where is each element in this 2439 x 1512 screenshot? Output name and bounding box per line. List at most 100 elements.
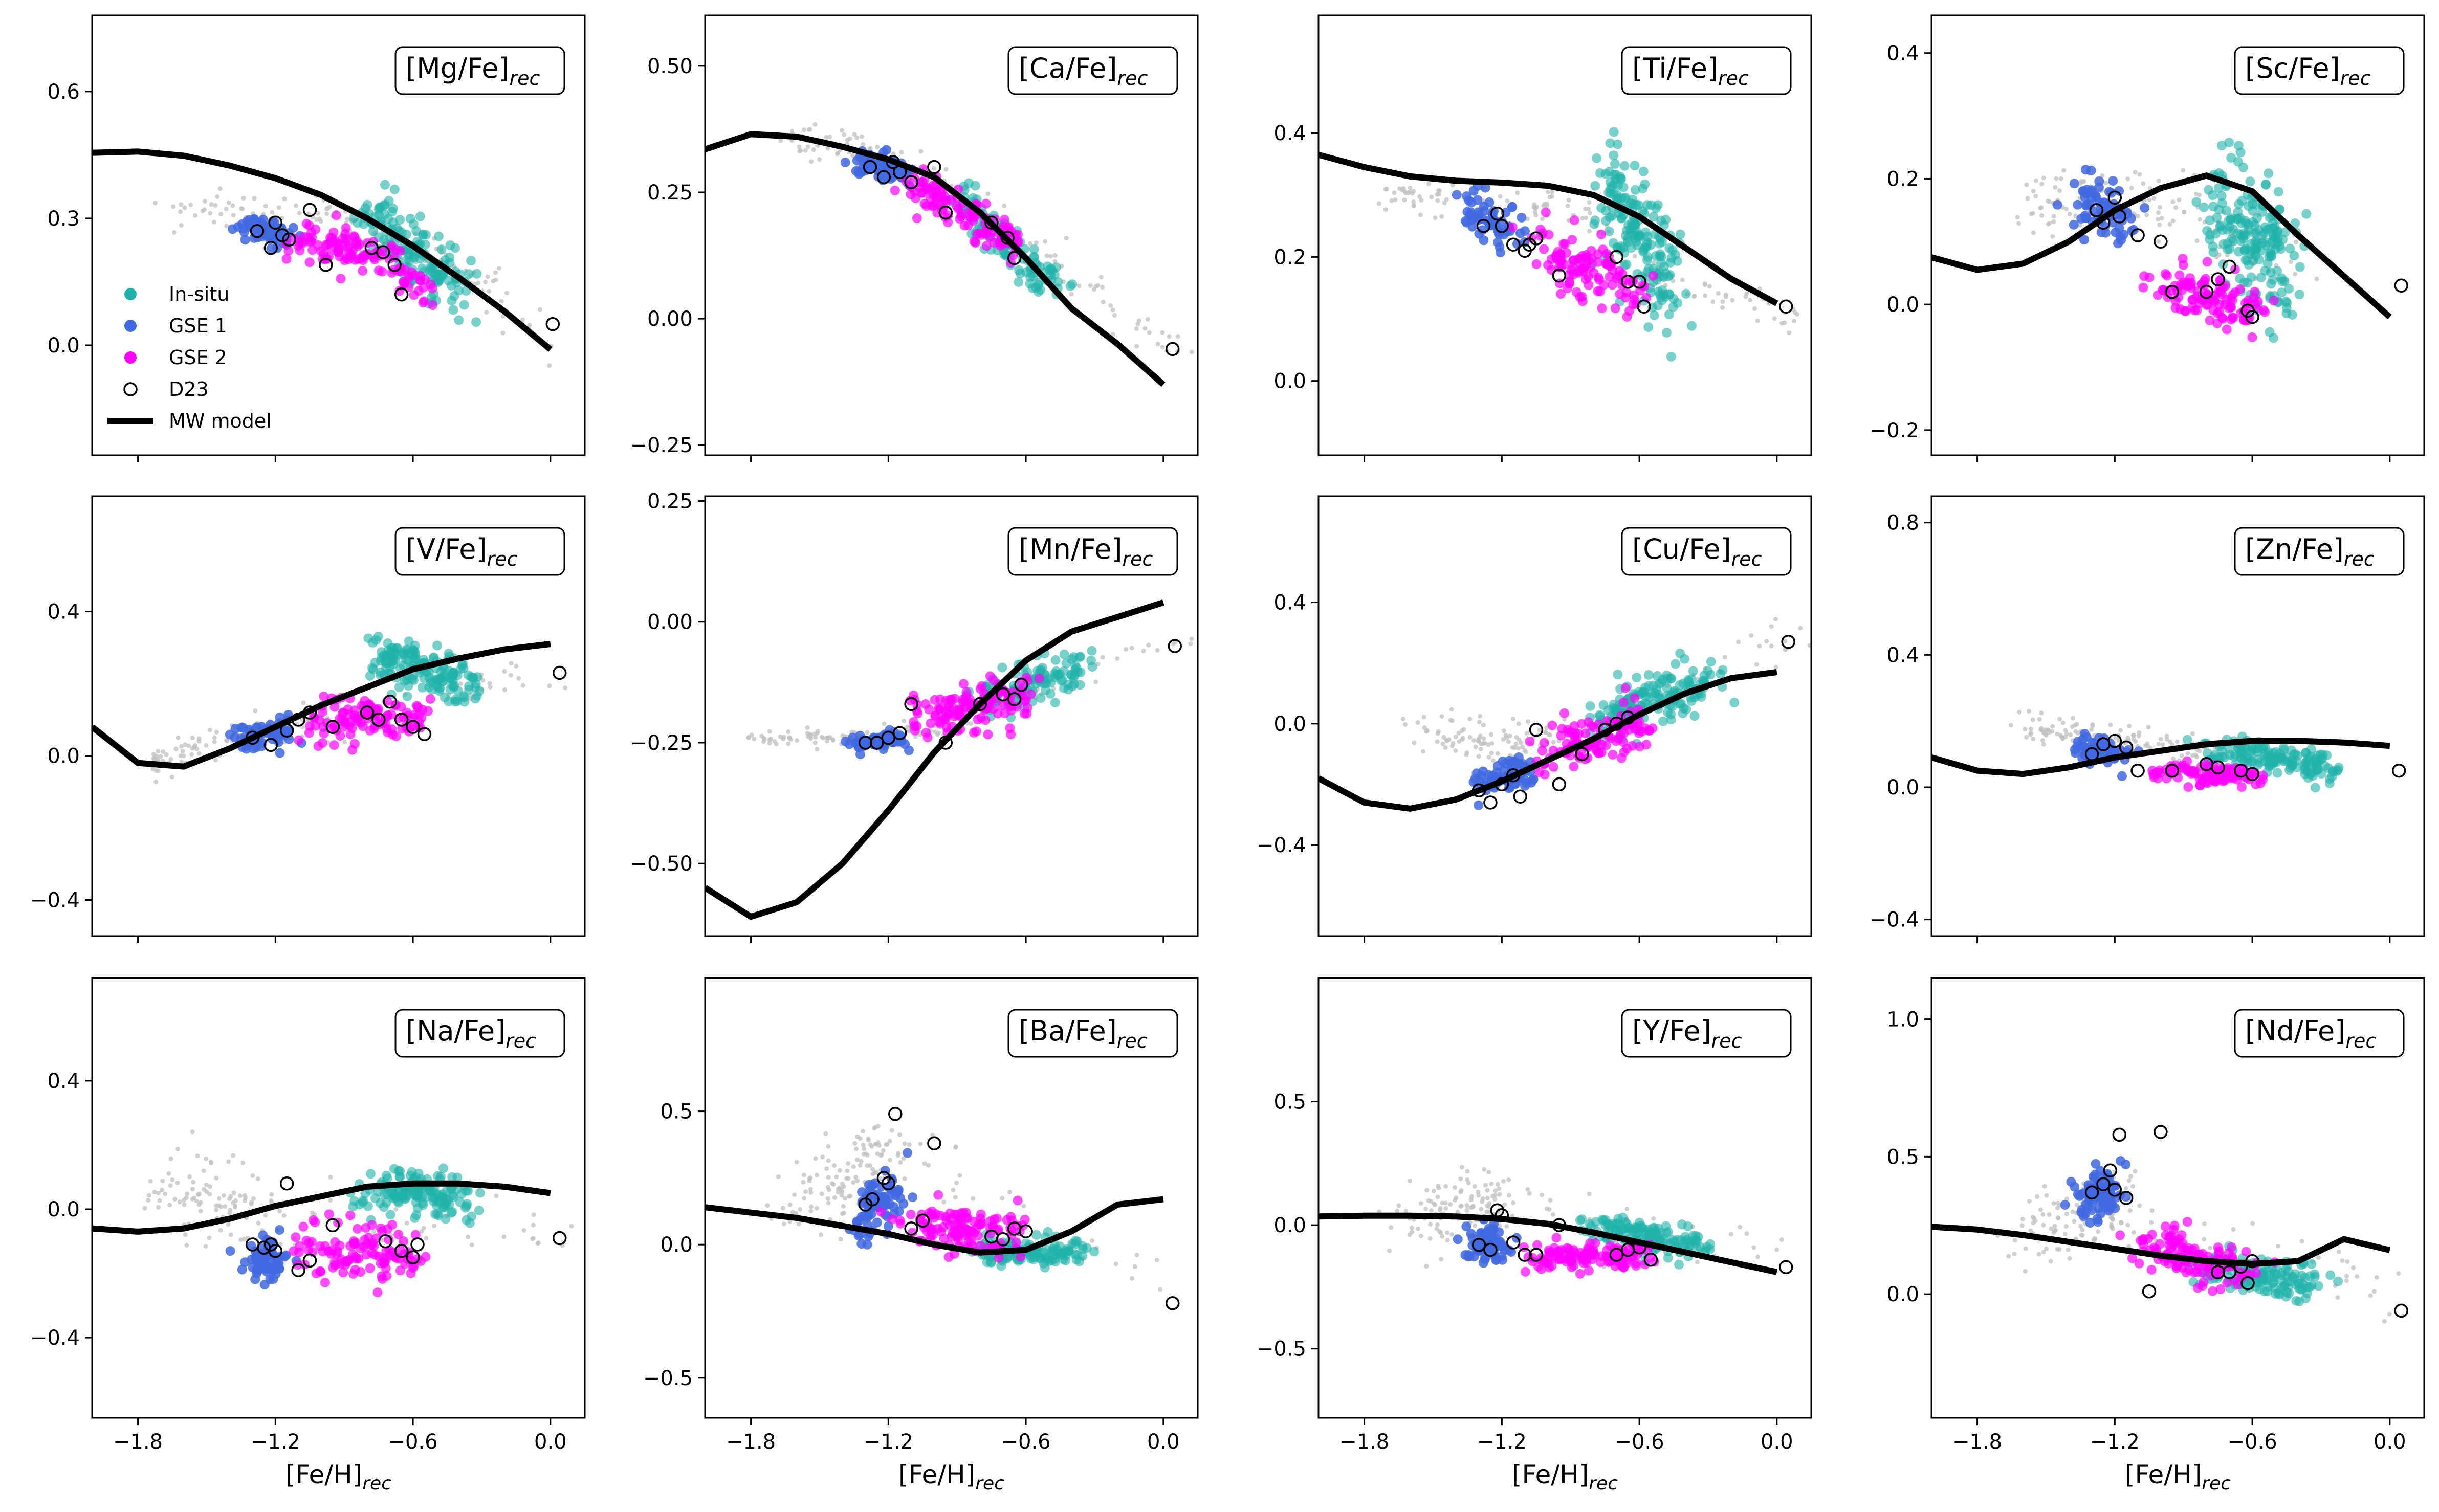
gse2-point	[1022, 703, 1032, 713]
background-point	[531, 1212, 536, 1217]
insitu-point	[1616, 213, 1627, 224]
gse2-point	[1034, 674, 1044, 683]
background-point	[792, 1192, 797, 1197]
background-point	[1426, 181, 1431, 186]
d23-point	[2119, 740, 2134, 755]
background-point	[1450, 743, 1455, 748]
gse2-point	[338, 707, 348, 718]
y-tick-label: 0.4	[1886, 643, 1919, 667]
background-point	[855, 1178, 860, 1183]
background-point	[1512, 745, 1518, 750]
background-point	[2028, 726, 2033, 731]
background-point	[906, 728, 911, 733]
insitu-point	[1655, 249, 1665, 259]
insitu-point	[997, 662, 1007, 673]
title-subscript: rec	[2344, 548, 2375, 570]
d23-point	[1529, 722, 1544, 737]
insitu-point	[2310, 783, 2320, 793]
background-point	[971, 1196, 976, 1201]
background-point	[2064, 206, 2069, 211]
background-point	[318, 219, 323, 224]
gse2-point	[340, 718, 350, 728]
gse2-point	[393, 1230, 404, 1239]
gse2-point	[366, 1240, 377, 1250]
background-point	[156, 1190, 161, 1195]
gse1-point	[2080, 211, 2090, 221]
background-point	[1456, 730, 1461, 736]
d23-point	[417, 727, 432, 741]
background-point	[1477, 720, 1482, 725]
gse1-point	[2081, 732, 2092, 742]
gse2-point	[966, 1237, 976, 1247]
background-point	[255, 1176, 260, 1181]
insitu-point	[2208, 247, 2218, 257]
gse2-point	[324, 1209, 334, 1219]
background-point	[882, 721, 887, 726]
y-tick-label: 0.0	[47, 334, 80, 358]
gse2-point	[1629, 295, 1639, 304]
background-point	[1408, 185, 1413, 190]
background-point	[805, 144, 810, 149]
background-point	[152, 1190, 157, 1195]
insitu-point	[438, 1203, 448, 1213]
gse2-point	[2247, 332, 2257, 342]
background-point	[1412, 740, 1417, 745]
background-point	[1043, 239, 1048, 244]
background-point	[814, 1172, 819, 1177]
background-point	[1702, 281, 1707, 286]
gse2-point	[876, 1207, 886, 1217]
gse2-point	[953, 1218, 963, 1229]
background-point	[2174, 739, 2180, 744]
insitu-point	[1686, 696, 1697, 706]
insitu-point	[2245, 176, 2255, 187]
background-point	[1566, 197, 1571, 203]
background-point	[832, 1163, 837, 1168]
background-point	[1389, 198, 1394, 203]
background-point	[2090, 722, 2095, 727]
background-point	[207, 1192, 212, 1197]
gse1-point	[2116, 235, 2126, 245]
background-point	[2125, 176, 2130, 182]
insitu-point	[2290, 218, 2300, 228]
insitu-point	[1678, 678, 1688, 688]
background-point	[767, 741, 772, 746]
insitu-point	[2261, 237, 2272, 248]
background-point	[854, 1146, 859, 1151]
d23-point	[383, 695, 398, 709]
insitu-point	[2277, 276, 2288, 286]
background-point	[2034, 178, 2039, 183]
background-point	[812, 122, 818, 127]
insitu-point	[1604, 226, 1614, 236]
background-point	[2137, 172, 2142, 177]
insitu-point	[1592, 153, 1602, 163]
background-point	[873, 1142, 878, 1147]
panel-5: −0.50−0.250.000.25[Mn/Fe]rec	[630, 490, 1199, 943]
background-point	[847, 136, 852, 141]
gse2-point	[1559, 708, 1569, 718]
background-point	[1076, 283, 1082, 288]
background-point	[185, 1191, 190, 1196]
background-point	[1506, 739, 1511, 744]
insitu-point	[1089, 1247, 1100, 1257]
insitu-point	[2236, 746, 2247, 757]
insitu-point	[1664, 309, 1674, 320]
title-box	[394, 527, 565, 576]
title-main: [V/Fe]	[406, 533, 487, 565]
gse2-point	[2202, 257, 2212, 267]
gse2-point	[338, 1268, 348, 1278]
gse2-point	[1547, 720, 1557, 730]
gse1-point	[266, 243, 276, 254]
background-point	[2041, 742, 2046, 747]
background-point	[148, 1179, 153, 1184]
gse1-point	[872, 1217, 882, 1228]
background-point	[905, 724, 910, 729]
gse1-point	[249, 233, 259, 243]
plot-area	[1931, 709, 2406, 793]
title-text: [Mg/Fe]rec	[406, 52, 540, 90]
background-point	[1113, 1261, 1118, 1266]
background-point	[1417, 194, 1422, 199]
title-main: [Zn/Fe]	[2245, 533, 2344, 565]
insitu-point	[1067, 279, 1078, 290]
insitu-point	[402, 691, 412, 701]
insitu-point	[2278, 742, 2289, 752]
